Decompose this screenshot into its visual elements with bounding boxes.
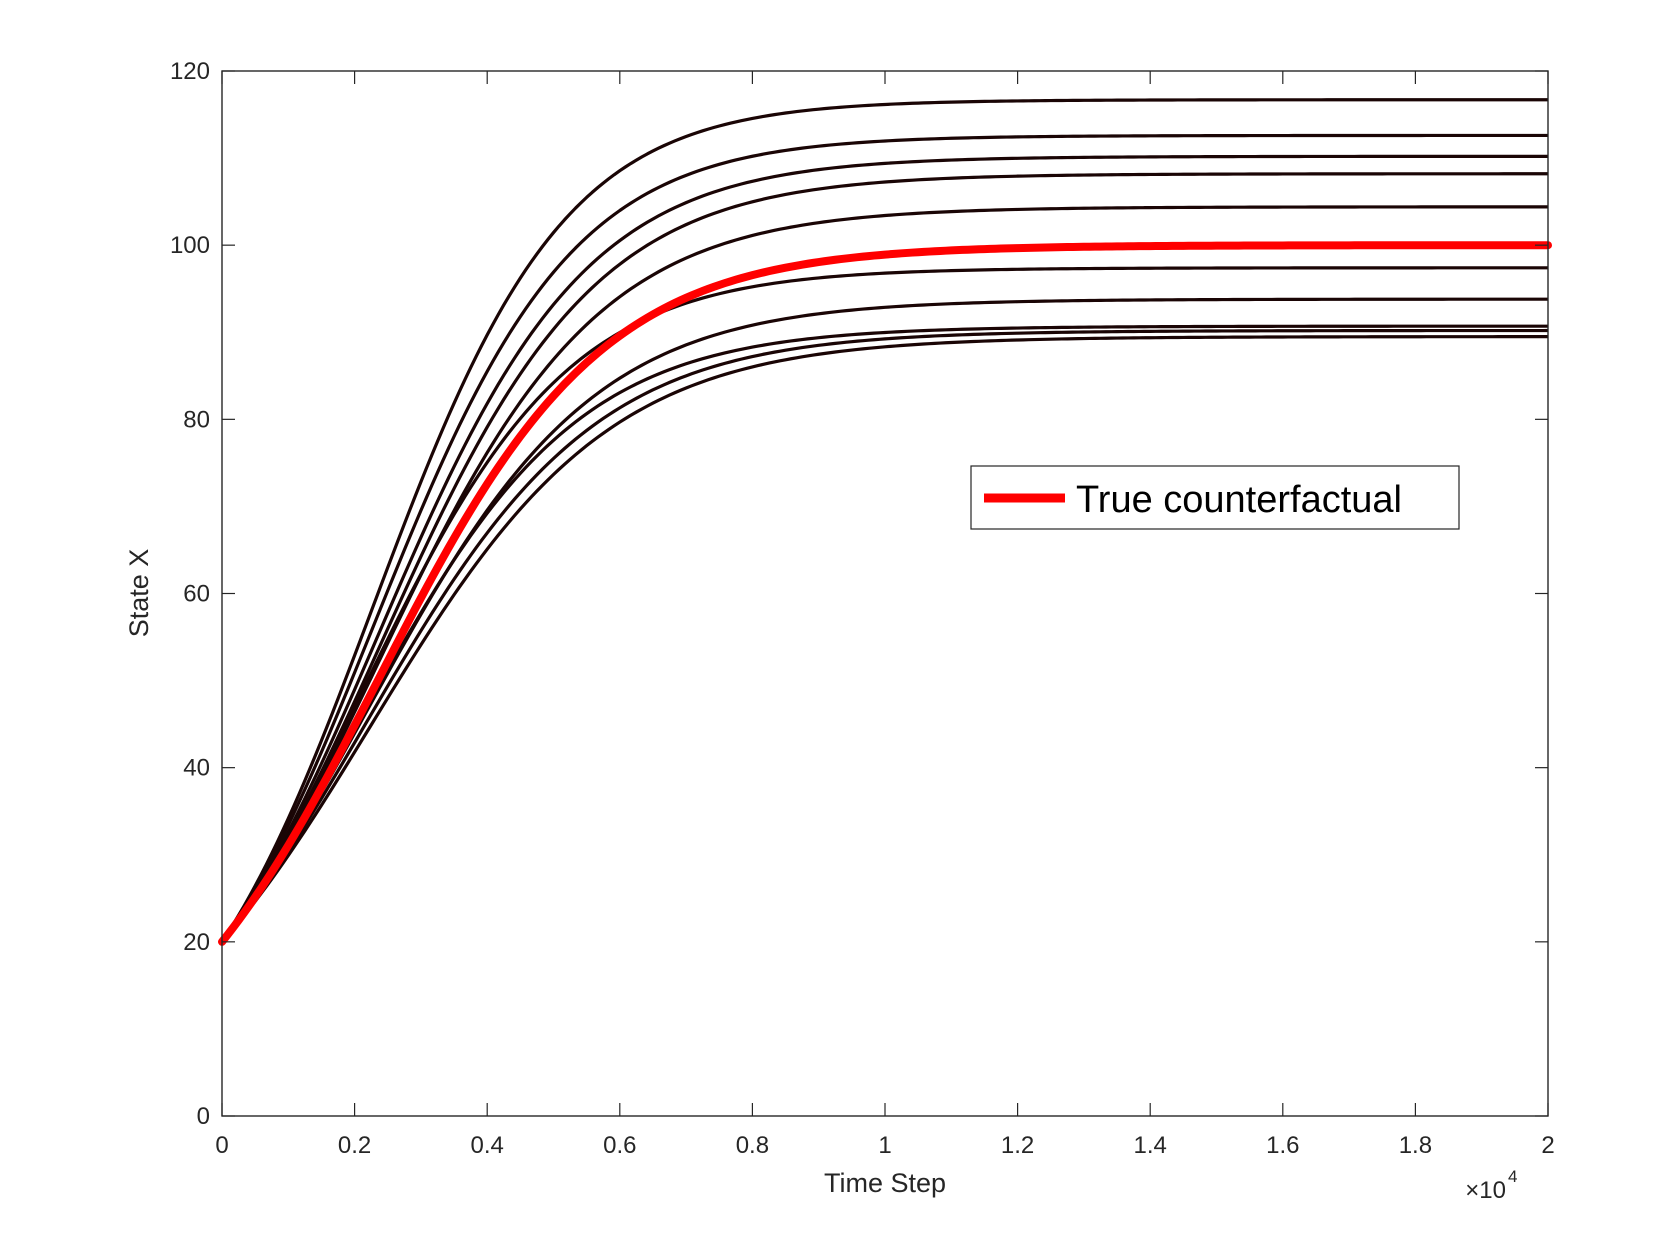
x-axis-multiplier-exponent: 4 — [1508, 1167, 1517, 1186]
x-tick-label: 1.6 — [1266, 1132, 1299, 1159]
legend: True counterfactual — [970, 465, 1460, 530]
series-line-9 — [220, 328, 1549, 943]
series-layer — [218, 98, 1552, 946]
y-tick-label: 120 — [170, 58, 210, 85]
y-tick-label: 20 — [183, 929, 210, 956]
axes-box — [221, 70, 1549, 1117]
series-line-6 — [220, 266, 1548, 943]
x-axis-multiplier: ×10 — [1465, 1177, 1506, 1204]
series-line-1 — [220, 98, 1548, 943]
y-tick-label: 0 — [197, 1103, 210, 1130]
y-tick-label: 100 — [170, 232, 210, 259]
series-line-8 — [220, 324, 1548, 943]
x-tick-label: 0.8 — [736, 1132, 769, 1159]
y-tick-label: 80 — [183, 406, 210, 433]
x-axis-label: Time Step — [824, 1168, 946, 1198]
series-line-true-counterfactual — [218, 241, 1552, 946]
x-tick-label: 1.8 — [1399, 1132, 1432, 1159]
y-axis-label: State X — [124, 549, 154, 638]
legend-entry-label: True counterfactual — [1076, 479, 1402, 521]
x-tick-label: 2 — [1541, 1132, 1554, 1159]
y-tick-label: 60 — [183, 581, 210, 608]
series-line-3 — [220, 154, 1548, 943]
x-tick-label: 0 — [215, 1132, 228, 1159]
series-line-10 — [220, 335, 1549, 943]
x-tick-label: 1.2 — [1001, 1132, 1034, 1159]
x-tick-label: 0.6 — [603, 1132, 636, 1159]
series-line-2 — [220, 133, 1548, 943]
series-line-4 — [220, 172, 1548, 943]
x-tick-label: 1 — [878, 1132, 891, 1159]
x-tick-label: 0.2 — [338, 1132, 371, 1159]
x-tick-label: 0.4 — [471, 1132, 504, 1159]
tick-layer: 0 0.2 0.4 0.6 0.8 1 1.2 1.4 1.6 1.8 20204060801001… — [170, 58, 1555, 1159]
y-tick-label: 40 — [183, 755, 210, 782]
x-tick-label: 1.4 — [1134, 1132, 1167, 1159]
